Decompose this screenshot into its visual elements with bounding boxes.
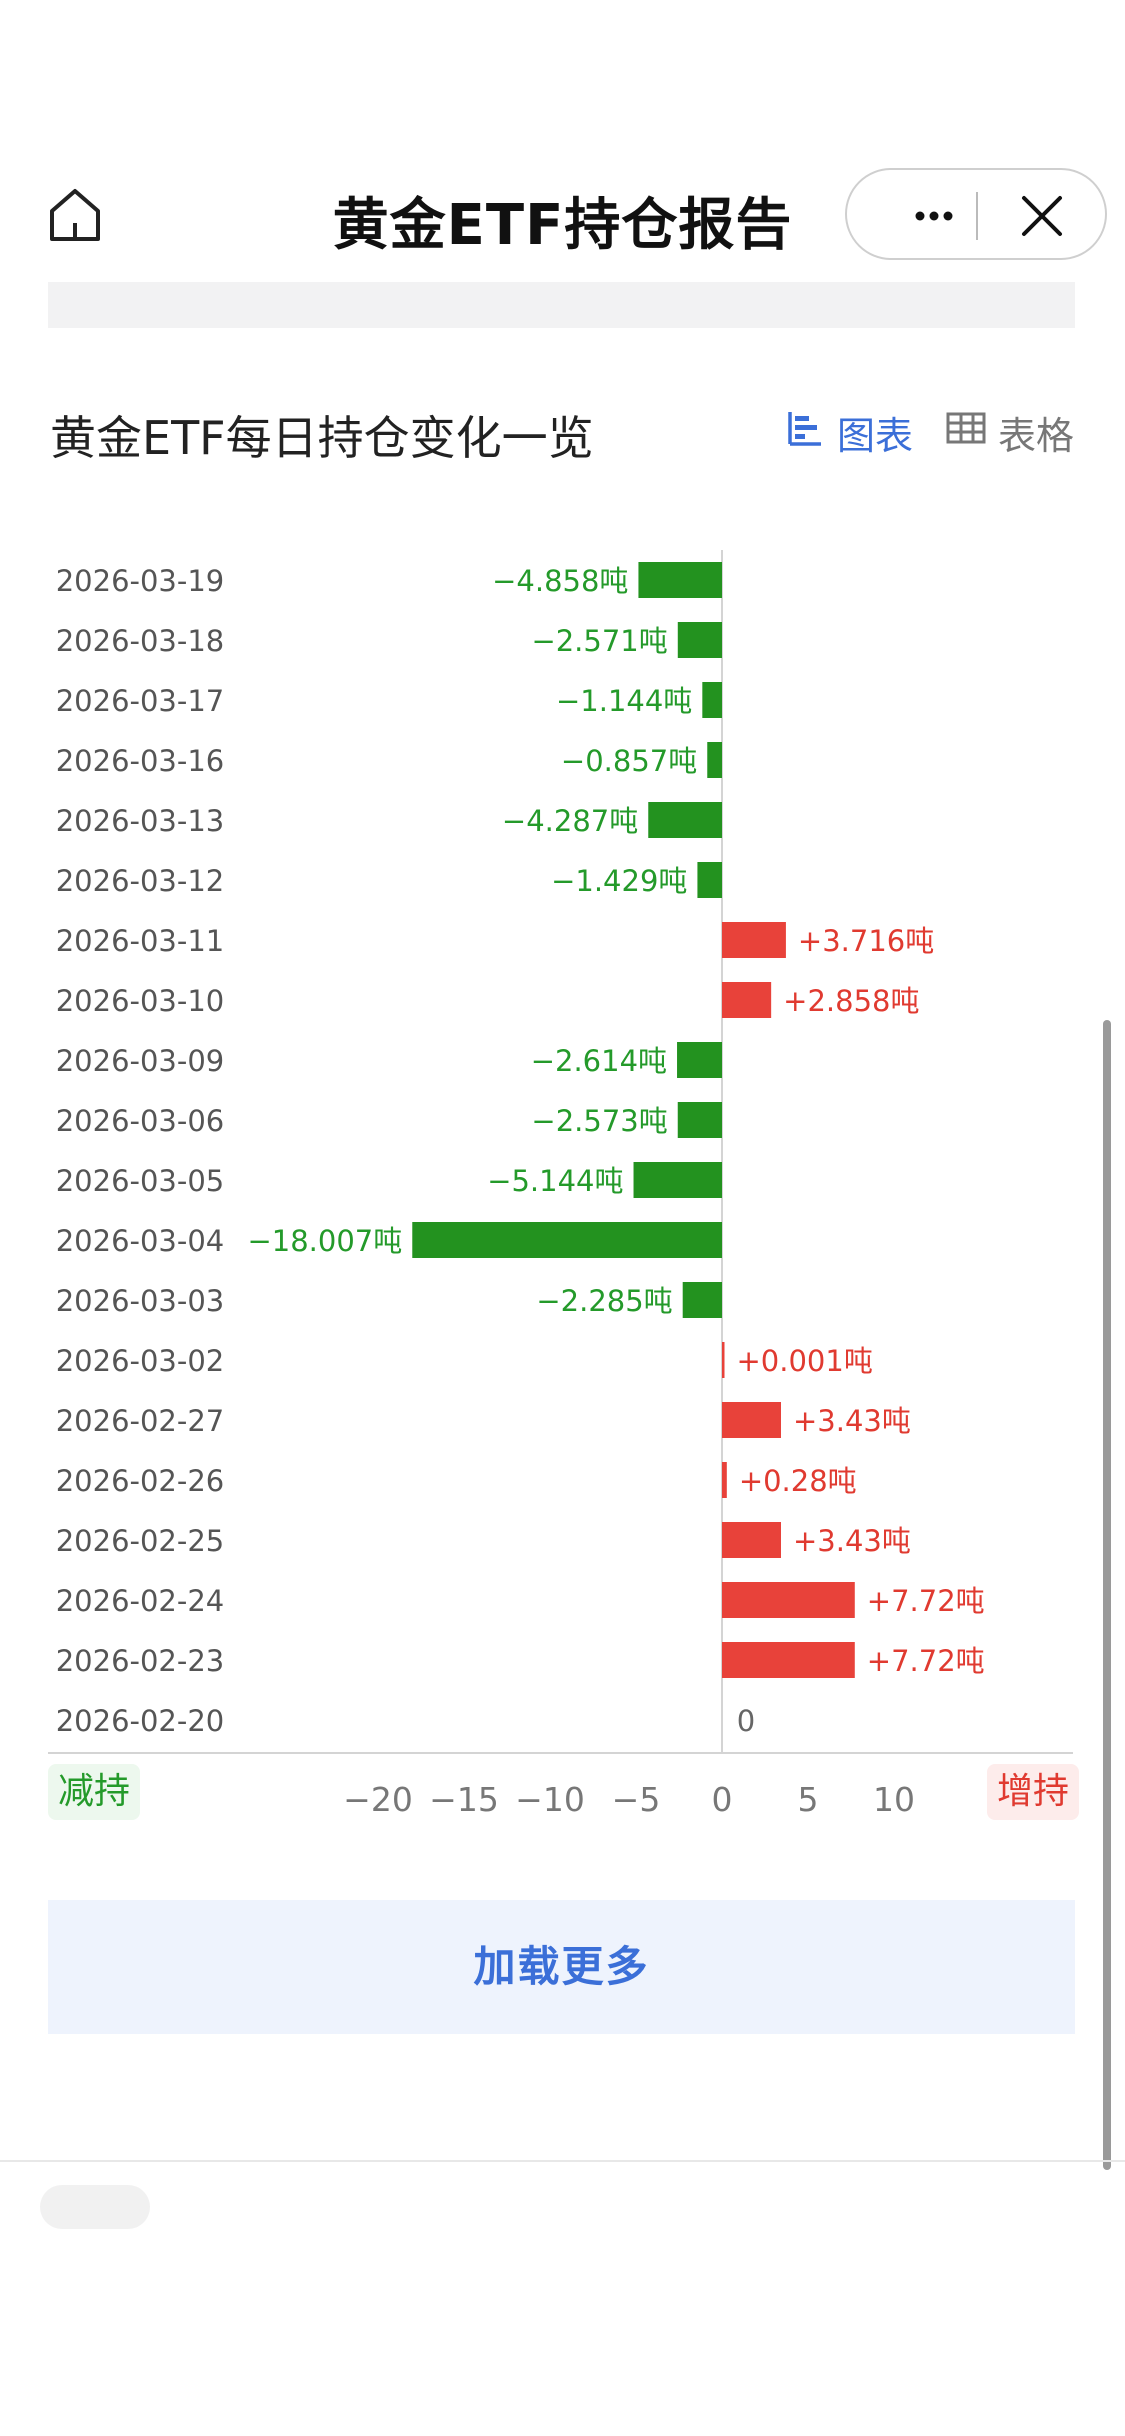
- category-label: 2026-02-24: [56, 1584, 225, 1618]
- category-label: 2026-03-13: [56, 804, 225, 838]
- mini-program-capsule: [845, 168, 1107, 260]
- bar: [722, 1402, 781, 1438]
- chart-value-labels: −4.858吨 −2.571吨 −1.144吨 −0.857吨 −4.287吨 −1.42…: [247, 564, 984, 1738]
- bar: [722, 922, 786, 958]
- value-label: −4.858吨: [492, 564, 628, 598]
- legend-decrease: 减持: [48, 1764, 141, 1820]
- home-icon[interactable]: [44, 183, 106, 245]
- bar: [722, 1582, 855, 1618]
- value-label: −1.429吨: [551, 864, 687, 898]
- category-label: 2026-02-25: [56, 1524, 225, 1558]
- value-label: −18.007吨: [247, 1224, 402, 1258]
- bar: [722, 1342, 725, 1378]
- bar: [677, 1042, 722, 1078]
- bottom-placeholder: [40, 2185, 150, 2229]
- bar: [722, 982, 772, 1018]
- bar: [682, 1282, 722, 1318]
- bar: [722, 1522, 781, 1558]
- page-title: 黄金ETF持仓报告: [332, 193, 793, 258]
- tick-label: −10: [515, 1780, 585, 1819]
- legend-increase: 增持: [987, 1764, 1080, 1820]
- category-label: 2026-03-17: [56, 684, 225, 718]
- value-label: −5.144吨: [487, 1164, 623, 1198]
- value-label: +0.28吨: [739, 1464, 857, 1498]
- bar: [648, 802, 722, 838]
- chart-tick-labels: −20 −15 −10 −5 0 5 10: [343, 1780, 915, 1819]
- tick-label: 10: [873, 1780, 915, 1819]
- category-label: 2026-02-26: [56, 1464, 225, 1498]
- nav-bar: 黄金ETF持仓报告: [0, 0, 1125, 285]
- load-more-button[interactable]: 加载更多: [48, 1900, 1075, 2034]
- chart-bars: [412, 562, 855, 1678]
- value-label: +3.716吨: [798, 924, 934, 958]
- category-label: 2026-02-20: [56, 1704, 225, 1738]
- bar: [633, 1162, 722, 1198]
- category-label: 2026-03-10: [56, 984, 225, 1018]
- bar: [722, 1462, 727, 1498]
- table-icon: [946, 410, 998, 455]
- category-label: 2026-03-03: [56, 1284, 225, 1318]
- tick-label: −15: [429, 1780, 499, 1819]
- chart-axis: [48, 550, 1073, 1754]
- value-label: −2.571吨: [531, 624, 667, 658]
- bar: [707, 742, 722, 778]
- bottom-divider: [0, 2160, 1125, 2162]
- close-icon[interactable]: [1012, 192, 1072, 240]
- category-label: 2026-03-04: [56, 1224, 225, 1258]
- value-label: 0: [737, 1704, 755, 1738]
- value-label: +7.72吨: [867, 1584, 985, 1618]
- category-label: 2026-03-02: [56, 1344, 225, 1378]
- holdings-change-chart: 2026-03-19 2026-03-18 2026-03-17 2026-03-16…: [48, 550, 1073, 1819]
- category-label: 2026-03-09: [56, 1044, 225, 1078]
- tick-label: 0: [712, 1780, 733, 1819]
- previous-section-edge: [48, 282, 1075, 328]
- value-label: +7.72吨: [867, 1644, 985, 1678]
- bar: [722, 1642, 855, 1678]
- bar: [697, 862, 722, 898]
- bar: [702, 682, 722, 718]
- value-label: −1.144吨: [556, 684, 692, 718]
- bar: [638, 562, 722, 598]
- scrollbar[interactable]: [1103, 1020, 1111, 2170]
- value-label: +3.43吨: [793, 1404, 911, 1438]
- bar: [677, 622, 722, 658]
- category-label: 2026-02-23: [56, 1644, 225, 1678]
- category-label: 2026-03-05: [56, 1164, 225, 1198]
- tab-chart-label: 图表: [837, 414, 914, 458]
- tick-label: −5: [612, 1780, 661, 1819]
- category-label: 2026-03-12: [56, 864, 225, 898]
- chart-category-labels: 2026-03-19 2026-03-18 2026-03-17 2026-03-16…: [56, 564, 225, 1738]
- value-label: −2.285吨: [536, 1284, 672, 1318]
- tab-table[interactable]: 表格: [946, 405, 1074, 460]
- category-label: 2026-03-11: [56, 924, 225, 958]
- category-label: 2026-03-06: [56, 1104, 225, 1138]
- value-label: +2.858吨: [783, 984, 919, 1018]
- tick-label: −20: [343, 1780, 413, 1819]
- bar-chart-icon: [785, 408, 837, 457]
- more-dots-icon[interactable]: [887, 192, 977, 240]
- tab-chart[interactable]: 图表: [785, 405, 913, 460]
- value-label: −2.614吨: [531, 1044, 667, 1078]
- category-label: 2026-03-18: [56, 624, 225, 658]
- category-label: 2026-03-16: [56, 744, 225, 778]
- value-label: −4.287吨: [502, 804, 638, 838]
- category-label: 2026-02-27: [56, 1404, 225, 1438]
- bar: [677, 1102, 722, 1138]
- value-label: +3.43吨: [793, 1524, 911, 1558]
- category-label: 2026-03-19: [56, 564, 225, 598]
- bar: [412, 1222, 722, 1258]
- tick-label: 5: [798, 1780, 819, 1819]
- capsule-divider: [976, 192, 978, 240]
- value-label: +0.001吨: [737, 1344, 873, 1378]
- tab-table-label: 表格: [998, 414, 1075, 458]
- value-label: −2.573吨: [531, 1104, 667, 1138]
- section-title: 黄金ETF每日持仓变化一览: [50, 411, 594, 465]
- value-label: −0.857吨: [561, 744, 697, 778]
